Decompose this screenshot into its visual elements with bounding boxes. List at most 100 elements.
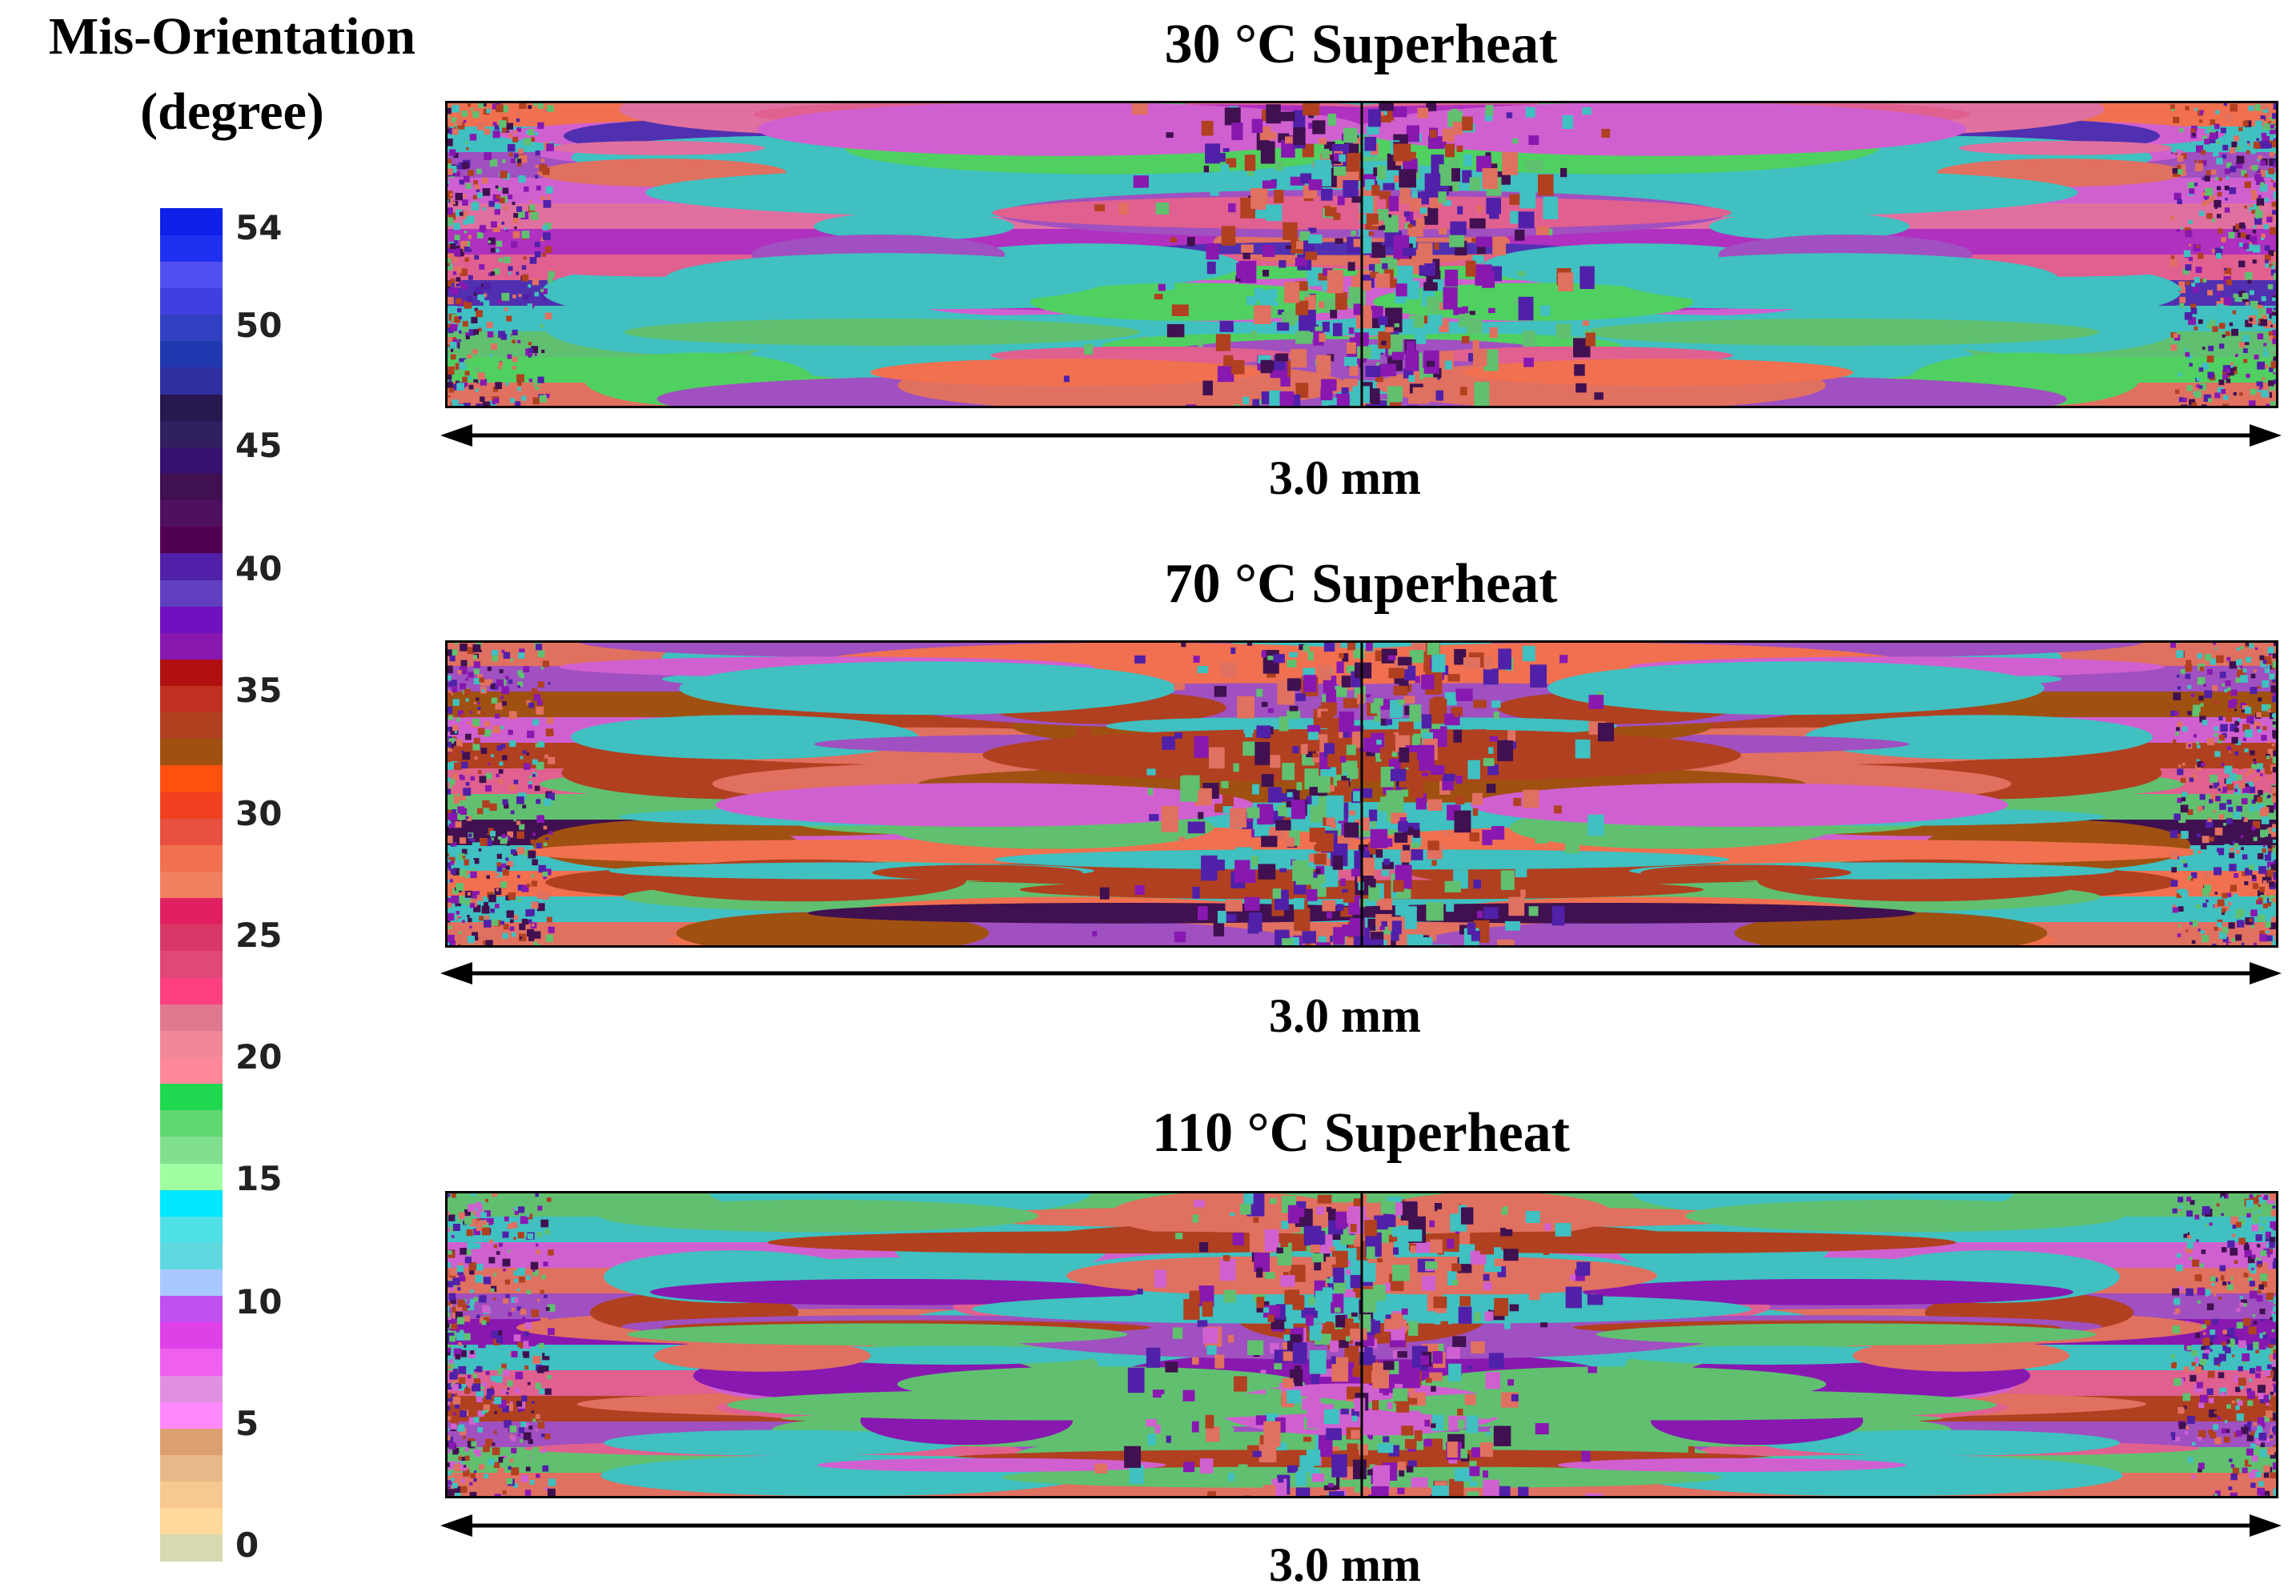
equiaxed-grain [1399,169,1417,188]
equiaxed-grain [1251,856,1258,865]
equiaxed-grain [1472,808,1479,816]
equiaxed-grain [1535,226,1550,235]
equiaxed-grain [1197,906,1208,920]
chill-grain [2202,903,2207,908]
chill-grain [2174,711,2179,716]
chill-grain [2251,800,2256,804]
chill-grain [2184,348,2187,352]
chill-grain [506,763,512,768]
equiaxed-grain [1477,245,1486,255]
chill-grain [2221,908,2226,913]
chill-grain [466,295,473,303]
chill-grain [502,1405,509,1413]
equiaxed-grain [1214,1354,1225,1369]
equiaxed-grain [1295,693,1306,701]
equiaxed-grain [1238,1464,1248,1473]
equiaxed-grain [1367,109,1381,127]
chill-grain [2251,924,2254,928]
chill-grain [518,148,524,154]
chill-grain [2239,1385,2244,1389]
equiaxed-grain [1390,758,1401,770]
equiaxed-grain [1220,164,1230,178]
chill-grain [2273,1297,2278,1303]
chill-grain [536,815,545,824]
equiaxed-grain [1431,1385,1436,1392]
chill-grain [2222,892,2228,899]
chill-grain [2199,119,2203,123]
equiaxed-grain [1379,111,1384,116]
equiaxed-grain [1205,1414,1214,1429]
chill-grain [503,1458,508,1464]
chill-grain [2227,1197,2235,1205]
equiaxed-grain [1475,236,1493,247]
chill-grain [471,316,478,324]
chill-grain [452,868,460,876]
chill-grain [2239,1302,2244,1307]
legend-title: Mis-Orientation [48,7,416,66]
chill-grain [2178,372,2182,377]
chill-grain [2210,1276,2216,1282]
chill-grain [2170,829,2178,838]
chill-grain [2250,1443,2256,1450]
chill-grain [446,1203,453,1209]
chill-grain [515,1371,524,1380]
chill-grain [2177,865,2180,868]
equiaxed-grain [1353,791,1360,802]
chill-grain [447,897,452,903]
equiaxed-grain [1284,1425,1290,1430]
equiaxed-grain [1315,1206,1325,1215]
chill-grain [472,743,480,751]
chill-grain [447,1301,451,1305]
chill-grain [2218,788,2222,792]
equiaxed-grain [1351,1415,1358,1422]
chill-grain [2221,389,2226,394]
chill-grain [2245,868,2253,876]
chill-grain [2271,1334,2275,1338]
chill-grain [2174,1308,2181,1314]
chill-grain [536,1474,540,1478]
equiaxed-grain [1354,1398,1366,1412]
chill-grain [486,1394,492,1400]
chill-grain [524,763,531,770]
chill-grain [2262,348,2267,353]
chill-grain [2261,1262,2268,1269]
equiaxed-grain [1336,756,1347,763]
chill-grain [461,110,468,117]
chill-grain [2269,694,2274,700]
chill-grain [2223,297,2232,305]
chill-grain [2252,245,2261,253]
chill-grain [452,699,460,706]
equiaxed-grain [1207,1491,1216,1498]
chill-grain [467,1241,476,1249]
chill-grain [453,745,460,752]
chill-grain [448,395,451,398]
equiaxed-grain [1476,155,1492,172]
chill-grain [2271,210,2278,215]
chill-grain [2258,790,2263,796]
chill-grain [2206,1388,2214,1395]
chill-grain [528,1439,533,1445]
chill-grain [448,1471,452,1476]
chill-grain [448,867,452,871]
equiaxed-grain [1092,931,1098,936]
chill-grain [449,829,456,836]
equiaxed-grain [1366,694,1371,698]
chill-grain [2241,789,2244,792]
equiaxed-grain [1303,644,1311,652]
chill-grain [488,763,491,766]
chill-grain [2242,296,2249,303]
equiaxed-grain [1442,128,1455,142]
chill-grain [504,803,509,809]
equiaxed-grain [1371,820,1377,828]
chill-grain [2253,936,2257,940]
color-scale-step [160,1189,223,1217]
chill-grain [454,235,460,241]
chill-grain [517,1267,525,1276]
chill-grain [476,1201,482,1208]
equiaxed-grain [1311,872,1318,878]
equiaxed-grain [1362,1438,1369,1446]
chill-grain [2271,1329,2275,1333]
equiaxed-grain [1273,654,1285,664]
equiaxed-grain [1222,795,1234,807]
equiaxed-grain [1310,324,1319,332]
